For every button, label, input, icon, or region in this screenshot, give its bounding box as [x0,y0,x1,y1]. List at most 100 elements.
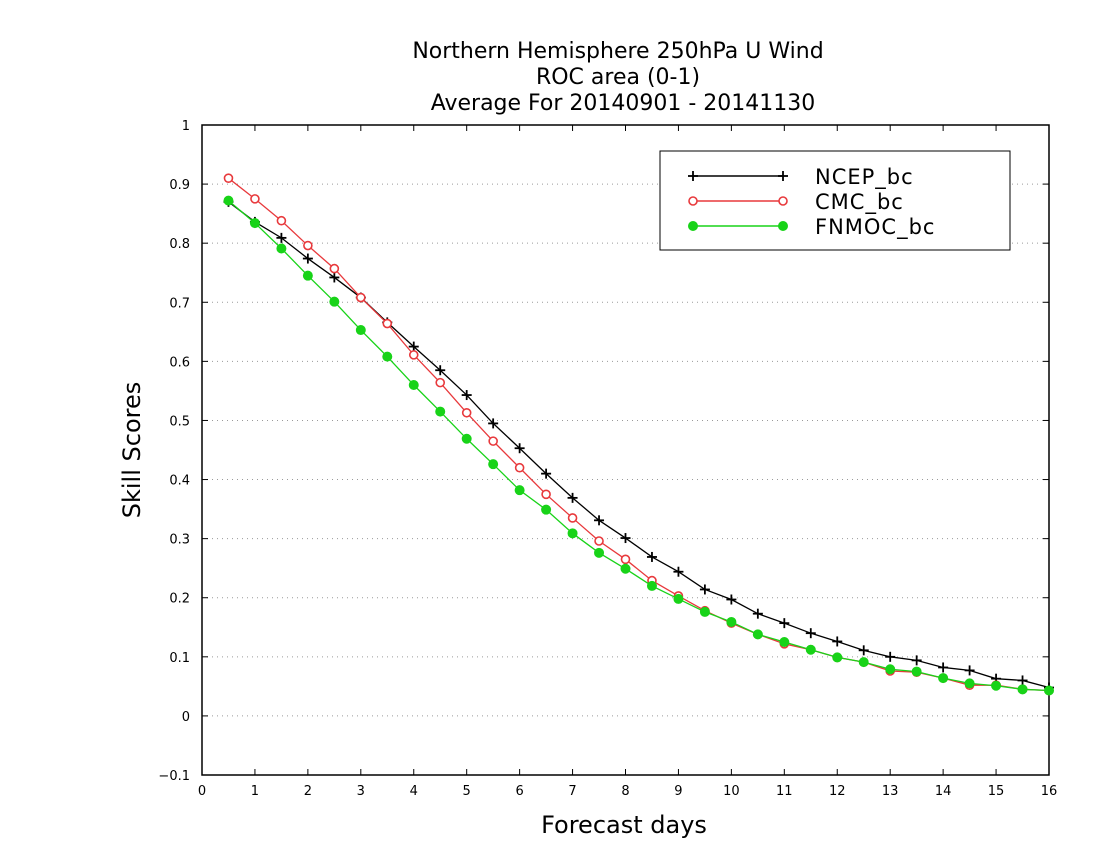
legend-marker-ncep-bc [778,171,788,181]
data-point-ncep-bc [1017,675,1028,686]
series-cmc-bc [223,173,1054,696]
data-point-cmc-bc [435,377,446,388]
data-point-ncep-bc [646,551,657,562]
data-point-ncep-bc [752,608,763,619]
data-point-cmc-bc [250,194,260,204]
legend-label-fnmoc-bc: FNMOC_bc [815,215,935,240]
x-tick-label: 8 [621,784,629,799]
legend-marker-ncep-bc [688,171,698,181]
x-tick-label: 2 [304,784,312,799]
y-tick-label: 0.9 [169,178,190,193]
data-point-ncep-bc [329,272,340,283]
data-point-fnmoc-bc [858,657,869,668]
y-tick-label: 0.8 [169,237,190,252]
legend-item-fnmoc-bc: FNMOC_bc [688,215,935,240]
data-point-fnmoc-bc [329,296,340,307]
data-point-fnmoc-bc [435,406,446,417]
data-point-fnmoc-bc [382,351,393,362]
data-point-ncep-bc [726,594,737,605]
data-point-fnmoc-bc [726,616,737,627]
series-ncep-bc [223,196,1054,693]
chart-title-line-2: ROC area (0-1) [536,65,700,90]
series [223,173,1054,696]
legend-label-ncep-bc: NCEP_bc [815,165,914,190]
data-point-fnmoc-bc [276,243,287,254]
legend-label-cmc-bc: CMC_bc [815,190,904,215]
data-point-ncep-bc [673,566,684,577]
data-point-fnmoc-bc [938,673,949,684]
data-point-ncep-bc [435,365,446,376]
data-point-ncep-bc [858,645,869,656]
x-tick-label: 15 [988,784,1005,799]
x-tick-label: 16 [1041,784,1058,799]
data-point-fnmoc-bc [832,652,843,663]
data-point-fnmoc-bc [779,637,790,648]
data-point-ncep-bc [541,468,552,479]
y-tick-label: 0.2 [169,592,190,607]
series-line-ncep-bc [228,201,1050,689]
y-tick-label: 0.4 [169,474,190,489]
data-point-ncep-bc [885,651,896,662]
data-point-fnmoc-bc [673,593,684,604]
x-axis-title: Forecast days [541,811,707,839]
y-tick-label: −0.1 [158,769,190,784]
data-point-fnmoc-bc [991,680,1002,691]
x-tick-label: 14 [935,784,952,799]
y-tick-label: 0.5 [169,414,190,429]
data-point-fnmoc-bc [541,504,552,515]
data-point-cmc-bc [356,292,366,303]
legend-marker-cmc-bc [688,196,698,206]
data-point-cmc-bc [303,240,313,251]
data-point-ncep-bc [514,443,525,454]
data-point-ncep-bc [779,618,790,629]
data-point-fnmoc-bc [488,459,499,470]
data-point-fnmoc-bc [594,547,605,558]
data-point-ncep-bc [276,232,287,243]
x-tick-label: 1 [251,784,259,799]
data-point-ncep-bc [620,533,631,544]
y-axis-title: Skill Scores [118,382,146,519]
data-point-cmc-bc [567,513,578,523]
y-tick-label: 0.3 [169,533,190,548]
data-point-ncep-bc [461,390,472,401]
data-point-fnmoc-bc [805,644,816,655]
series-line-cmc-bc [228,177,1050,692]
legend-marker-fnmoc-bc [778,221,788,231]
x-tick-label: 5 [463,784,471,799]
data-point-fnmoc-bc [302,270,313,281]
data-point-fnmoc-bc [567,528,578,539]
y-tick-label: 0.1 [169,651,190,666]
data-point-fnmoc-bc [620,563,631,574]
y-tick-label: 0.7 [169,296,190,311]
data-point-fnmoc-bc [249,218,260,229]
legend-item-ncep-bc: NCEP_bc [688,165,914,190]
x-tick-label: 13 [882,784,899,799]
legend-item-cmc-bc: CMC_bc [688,190,904,215]
y-tick-label: 1 [182,119,190,134]
x-tick-label: 9 [674,784,682,799]
data-point-fnmoc-bc [355,325,366,336]
x-tick-label: 6 [515,784,523,799]
data-point-fnmoc-bc [885,664,896,675]
data-point-fnmoc-bc [408,380,419,390]
legend-marker-fnmoc-bc [688,221,698,231]
data-point-cmc-bc [382,318,393,329]
data-point-ncep-bc [594,515,605,526]
data-point-ncep-bc [911,655,922,666]
data-point-cmc-bc [276,215,287,226]
chart-title-line-3: Average For 20140901 - 20141130 [431,91,816,116]
axes: −0.100.10.20.30.40.50.60.70.80.910 1 2 3 4 5 6… [158,119,1057,799]
x-tick-label: 11 [776,784,793,799]
x-tick-label: 3 [357,784,365,799]
data-point-fnmoc-bc [646,580,657,591]
data-point-cmc-bc [329,263,340,274]
x-tick-label: 12 [829,784,846,799]
x-tick-label: 10 [723,784,740,799]
legend-marker-cmc-bc [778,196,788,206]
data-point-ncep-bc [408,341,419,352]
data-point-cmc-bc [514,462,525,473]
data-point-fnmoc-bc [1044,685,1054,696]
